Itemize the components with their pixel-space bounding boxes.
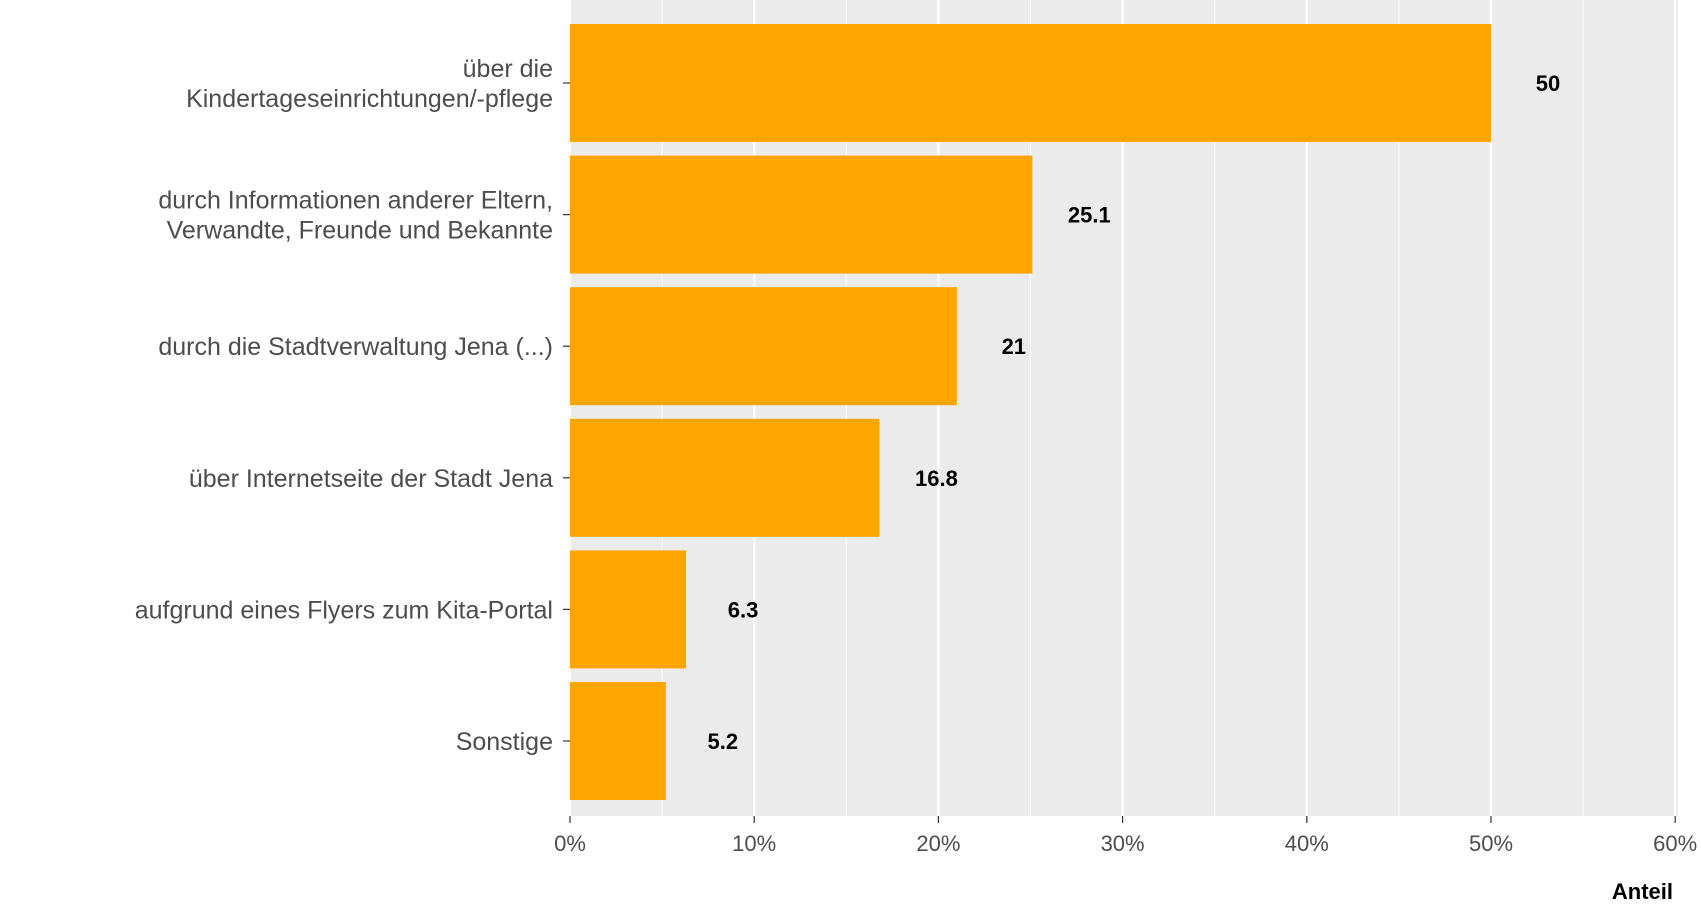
x-axis-labels: 0% 10% 20% 30% 40% 50% 60% xyxy=(554,831,1697,856)
x-tick-label: 20% xyxy=(916,831,960,856)
bar xyxy=(570,155,1033,274)
data-label: 21 xyxy=(1002,334,1026,359)
category-label-line: durch die Stadtverwaltung Jena (...) xyxy=(158,333,553,361)
bar xyxy=(570,682,666,800)
category-label-line: Sonstige xyxy=(456,728,553,756)
x-tick-label: 50% xyxy=(1469,831,1513,856)
category-label: Sonstige xyxy=(456,728,553,756)
x-axis-title: Anteil xyxy=(1612,879,1673,904)
bar xyxy=(570,287,957,406)
category-label-line: Verwandte, Freunde und Bekannte xyxy=(167,217,553,245)
x-tick-label: 30% xyxy=(1101,831,1145,856)
bars xyxy=(570,24,1491,800)
category-label-line: über die xyxy=(463,55,553,83)
data-label: 5.2 xyxy=(707,729,738,754)
category-label-line: aufgrund eines Flyers zum Kita-Portal xyxy=(135,596,553,624)
x-tick-label: 0% xyxy=(554,831,586,856)
category-label-line: durch Informationen anderer Eltern, xyxy=(158,187,553,215)
x-tick-label: 60% xyxy=(1653,831,1697,856)
category-label: durch die Stadtverwaltung Jena (...) xyxy=(158,333,553,361)
category-label-line: Kindertageseinrichtungen/-pflege xyxy=(186,85,553,113)
x-axis-ticks xyxy=(569,816,1676,823)
data-label: 25.1 xyxy=(1068,203,1111,228)
category-label: aufgrund eines Flyers zum Kita-Portal xyxy=(135,596,553,624)
bar xyxy=(570,550,687,669)
y-axis-ticks xyxy=(563,82,570,742)
data-labels: 50 25.1 21 16.8 6.3 5.2 xyxy=(707,71,1560,754)
data-label: 6.3 xyxy=(728,597,759,622)
x-tick-label: 40% xyxy=(1285,831,1329,856)
category-label-line: über Internetseite der Stadt Jena xyxy=(189,465,553,493)
data-label: 50 xyxy=(1536,71,1560,96)
x-tick-label: 10% xyxy=(732,831,776,856)
category-label: durch Informationen anderer Eltern, Verwa… xyxy=(158,187,553,245)
data-label: 16.8 xyxy=(915,466,958,491)
bar xyxy=(570,24,1491,142)
y-axis-labels: über die Kindertageseinrichtungen/-pflege… xyxy=(135,55,553,756)
category-label: über die Kindertageseinrichtungen/-pflege xyxy=(186,55,553,113)
bar xyxy=(570,418,880,537)
category-label: über Internetseite der Stadt Jena xyxy=(189,465,553,493)
